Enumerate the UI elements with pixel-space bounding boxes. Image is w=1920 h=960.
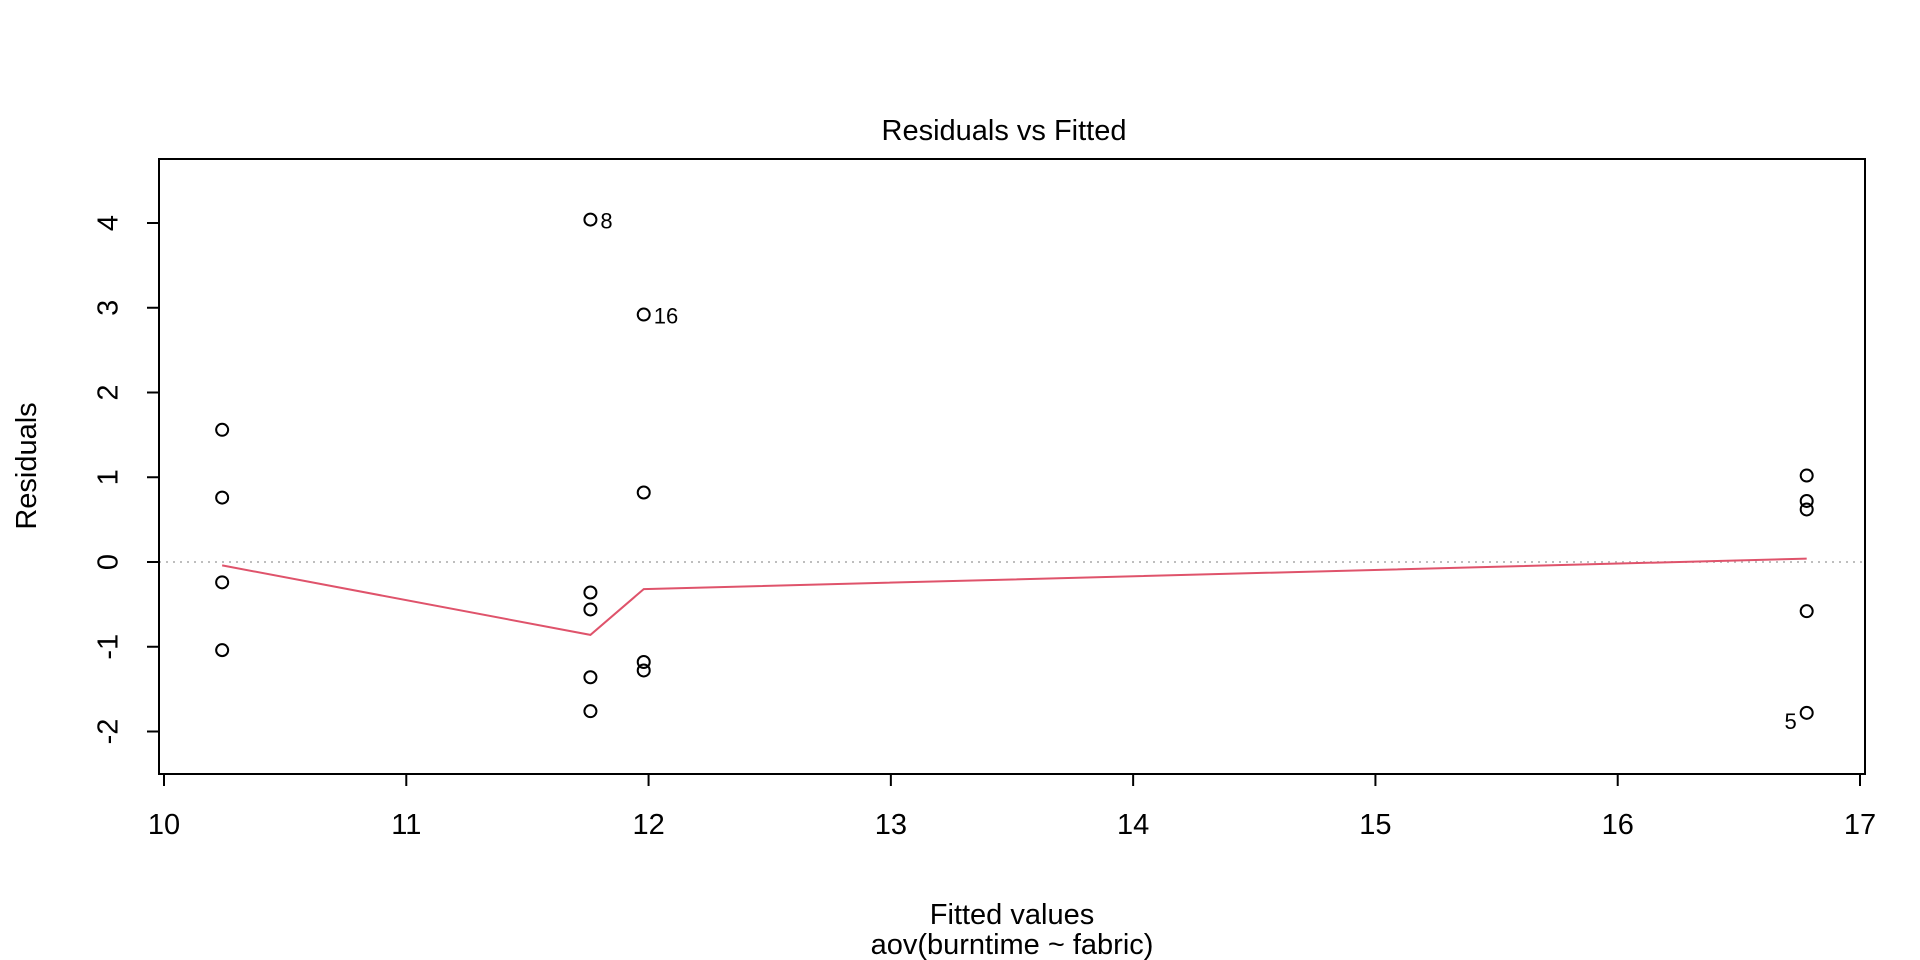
model-sublabel: aov(burntime ~ fabric) [871,929,1154,960]
data-point [1799,468,1814,483]
data-point [583,602,598,617]
point-label: 8 [600,209,612,234]
x-tick-label: 13 [875,809,907,841]
y-tick-label: 0 [93,554,125,570]
x-tick-label: 12 [632,809,664,841]
data-points: 8 16 5 [215,209,1814,734]
data-point [215,422,230,437]
y-tick-label: 1 [93,469,125,485]
data-point [636,485,651,500]
point-label: 16 [654,304,678,329]
data-point [583,704,598,719]
x-tick-label: 16 [1602,809,1634,841]
data-point [215,643,230,658]
chart-title: Residuals vs Fitted [882,115,1127,147]
x-axis: 10 11 12 13 14 15 16 17 [148,773,1876,841]
y-axis: -2 -1 0 1 2 3 4 [93,215,160,745]
y-axis-label: Residuals [11,402,43,529]
x-tick-label: 14 [1117,809,1149,841]
y-tick-label: -2 [93,719,125,745]
data-point [1799,604,1814,619]
y-tick-label: 3 [93,300,125,316]
data-point [1799,705,1814,720]
data-point [583,212,598,227]
y-tick-label: -1 [93,634,125,660]
data-point [583,585,598,600]
point-label: 5 [1784,709,1796,734]
data-point [215,575,230,590]
x-tick-label: 15 [1359,809,1391,841]
data-point [636,307,651,322]
data-point [215,490,230,505]
x-tick-label: 17 [1844,809,1876,841]
plot-frame [158,158,1866,775]
data-point [636,663,651,678]
y-tick-label: 2 [93,384,125,400]
x-tick-label: 10 [148,809,180,841]
smoother-line [221,557,1807,636]
data-point [636,655,651,670]
x-tick-label: 11 [391,809,421,841]
data-point [583,670,598,685]
data-point [1799,502,1814,517]
y-tick-label: 4 [93,215,125,231]
data-point [1799,493,1814,508]
x-axis-label: Fitted values [930,899,1094,931]
